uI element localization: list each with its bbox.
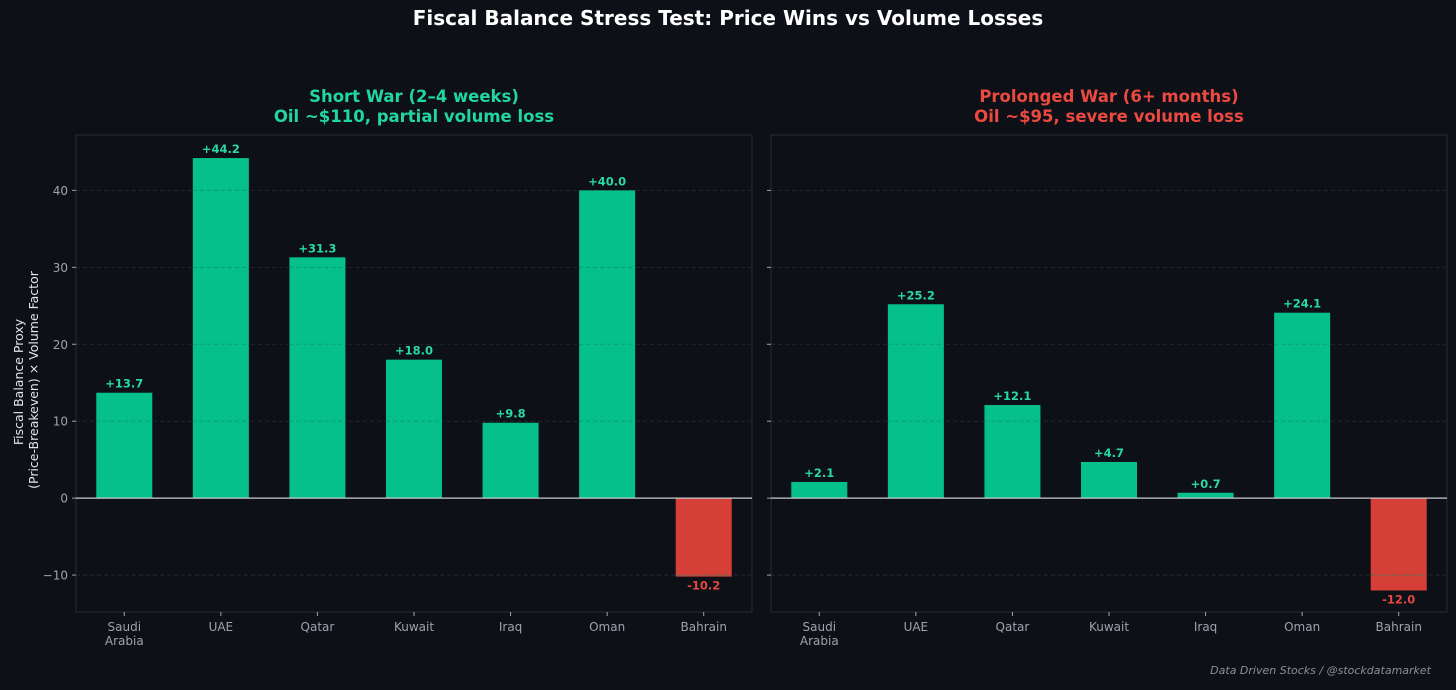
subplot-title-line: Short War (2–4 weeks) (309, 87, 519, 106)
x-tick-label: Iraq (1194, 620, 1217, 634)
bar (289, 257, 346, 499)
x-tick-label-line: Qatar (996, 620, 1030, 634)
x-tick-label: Iraq (499, 620, 522, 634)
bar (482, 422, 539, 499)
data-label: +12.1 (993, 389, 1031, 403)
y-tick-label: 20 (53, 338, 68, 352)
x-tick-label-line: Saudi (803, 620, 837, 634)
data-label: +0.7 (1191, 477, 1221, 491)
y-axis-label-line-2: (Price-Breakeven) × Volume Factor (26, 270, 41, 489)
bar (1274, 312, 1331, 499)
y-axis-label: Fiscal Balance Proxy (Price-Breakeven) ×… (11, 270, 41, 489)
x-tick-label: Bahrain (1376, 620, 1422, 634)
data-label: +9.8 (496, 407, 526, 421)
x-tick-label-line: Kuwait (1089, 620, 1129, 634)
x-tick-label: Saudi Arabia (800, 620, 839, 648)
x-tick-label-line: Iraq (499, 620, 522, 634)
x-tick-label-line: Bahrain (681, 620, 727, 634)
x-tick-label-line: Oman (1284, 620, 1320, 634)
data-label: +40.0 (588, 174, 626, 188)
bar (385, 359, 443, 499)
x-tick-label-line: Saudi (108, 620, 142, 634)
y-tick-label: 40 (53, 184, 68, 198)
x-tick-label-line: UAE (904, 620, 929, 634)
x-tick-label: Saudi Arabia (105, 620, 144, 648)
chart-panel-2: +2.1 +25.2 +12.1 +4.7 +0.7 +24.1 -12.0 Saudi Ara… (767, 87, 1448, 648)
x-tick-label: Qatar (996, 620, 1030, 634)
y-tick-label: 30 (53, 261, 68, 275)
chart-panel-1: +13.7 +44.2 +31.3 +18.0 +9.8 +40.0 -10.2 −10 0 10… (43, 87, 753, 648)
subplot-title-line: Oil ~$110, partial volume loss (274, 107, 554, 126)
x-tick-label-line: Bahrain (1376, 620, 1422, 634)
bar (96, 392, 153, 499)
data-label: +24.1 (1283, 297, 1321, 311)
x-tick-label: Oman (1284, 620, 1320, 634)
data-label: +31.3 (298, 241, 336, 255)
bar (1080, 461, 1138, 499)
x-tick-label-line: Oman (589, 620, 625, 634)
x-tick-label: UAE (904, 620, 929, 634)
x-tick-label-line: Kuwait (394, 620, 434, 634)
x-tick-label: Bahrain (681, 620, 727, 634)
x-tick-label-line: Arabia (800, 634, 839, 648)
data-label: +44.2 (202, 142, 240, 156)
bar (675, 498, 732, 577)
x-tick-label-line: Iraq (1194, 620, 1217, 634)
data-label: +18.0 (395, 344, 433, 358)
subplot-title: Prolonged War (6+ months) Oil ~$95, sever… (974, 87, 1244, 126)
figure-title: Fiscal Balance Stress Test: Price Wins v… (413, 6, 1043, 30)
data-label: +4.7 (1094, 446, 1124, 460)
bar (887, 304, 944, 499)
data-label: +2.1 (804, 466, 834, 480)
y-tick-label: −10 (43, 569, 68, 583)
x-tick-label: Qatar (301, 620, 335, 634)
bar (791, 481, 848, 499)
y-axis-label-line-1: Fiscal Balance Proxy (11, 318, 26, 445)
credit-text: Data Driven Stocks / @stockdatamarket (1210, 664, 1432, 677)
x-tick-label: Oman (589, 620, 625, 634)
data-label: -10.2 (687, 579, 720, 593)
data-label: -12.0 (1382, 592, 1415, 606)
y-tick-label: 10 (53, 415, 68, 429)
subplot-title-line: Prolonged War (6+ months) (979, 87, 1238, 106)
y-tick-label: 0 (60, 492, 68, 506)
subplot-title: Short War (2–4 weeks) Oil ~$110, partial … (274, 87, 554, 126)
subplot-title-line: Oil ~$95, severe volume loss (974, 107, 1244, 126)
data-label: +13.7 (105, 377, 143, 391)
x-tick-label-line: Qatar (301, 620, 335, 634)
x-tick-label: UAE (209, 620, 234, 634)
x-tick-label: Kuwait (394, 620, 434, 634)
data-label: +25.2 (897, 288, 935, 302)
x-tick-label-line: UAE (209, 620, 234, 634)
bar (984, 405, 1041, 499)
plot-area (770, 134, 1448, 613)
bar (192, 158, 249, 499)
bar (1177, 492, 1234, 499)
bar (1370, 498, 1427, 591)
x-tick-label: Kuwait (1089, 620, 1129, 634)
x-tick-label-line: Arabia (105, 634, 144, 648)
